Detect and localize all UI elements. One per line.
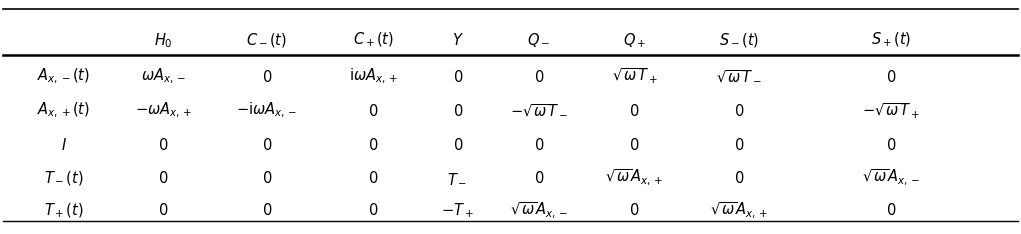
Text: $H_0$: $H_0$ bbox=[154, 31, 173, 50]
Text: $0$: $0$ bbox=[369, 137, 379, 153]
Text: $\sqrt{\omega}A_{x,-}$: $\sqrt{\omega}A_{x,-}$ bbox=[509, 200, 568, 220]
Text: $0$: $0$ bbox=[734, 137, 744, 153]
Text: $-\omega A_{x,+}$: $-\omega A_{x,+}$ bbox=[135, 101, 192, 121]
Text: $0$: $0$ bbox=[734, 170, 744, 186]
Text: $-\sqrt{\omega}T_+$: $-\sqrt{\omega}T_+$ bbox=[863, 101, 920, 121]
Text: $A_{x,-}(t)$: $A_{x,-}(t)$ bbox=[37, 67, 90, 86]
Text: $\omega A_{x,-}$: $\omega A_{x,-}$ bbox=[141, 67, 186, 86]
Text: $0$: $0$ bbox=[534, 137, 544, 153]
Text: $0$: $0$ bbox=[369, 202, 379, 219]
Text: $-\sqrt{\omega}T_-$: $-\sqrt{\omega}T_-$ bbox=[509, 103, 568, 118]
Text: $S_+(t)$: $S_+(t)$ bbox=[871, 31, 912, 49]
Text: $-T_+$: $-T_+$ bbox=[441, 201, 474, 220]
Text: $0$: $0$ bbox=[629, 137, 639, 153]
Text: $C_+(t)$: $C_+(t)$ bbox=[353, 31, 394, 49]
Text: $\sqrt{\omega}A_{x,+}$: $\sqrt{\omega}A_{x,+}$ bbox=[710, 200, 768, 220]
Text: $Q_+$: $Q_+$ bbox=[623, 31, 646, 50]
Text: $T_-$: $T_-$ bbox=[447, 171, 468, 186]
Text: $T_+(t)$: $T_+(t)$ bbox=[44, 201, 84, 220]
Text: $C_-(t)$: $C_-(t)$ bbox=[246, 31, 287, 49]
Text: $0$: $0$ bbox=[629, 202, 639, 219]
Text: $\sqrt{\omega}A_{x,-}$: $\sqrt{\omega}A_{x,-}$ bbox=[863, 168, 920, 188]
Text: $0$: $0$ bbox=[261, 170, 272, 186]
Text: $0$: $0$ bbox=[534, 69, 544, 84]
Text: $0$: $0$ bbox=[534, 170, 544, 186]
Text: $0$: $0$ bbox=[629, 103, 639, 119]
Text: $0$: $0$ bbox=[734, 103, 744, 119]
Text: $0$: $0$ bbox=[369, 170, 379, 186]
Text: $\mathrm{i}\omega A_{x,+}$: $\mathrm{i}\omega A_{x,+}$ bbox=[349, 67, 398, 86]
Text: $Q_-$: $Q_-$ bbox=[528, 32, 550, 49]
Text: $0$: $0$ bbox=[452, 137, 463, 153]
Text: $0$: $0$ bbox=[158, 170, 168, 186]
Text: $\sqrt{\omega}T_+$: $\sqrt{\omega}T_+$ bbox=[612, 67, 658, 86]
Text: $0$: $0$ bbox=[886, 137, 896, 153]
Text: $0$: $0$ bbox=[369, 103, 379, 119]
Text: $I$: $I$ bbox=[60, 137, 66, 153]
Text: $0$: $0$ bbox=[261, 137, 272, 153]
Text: $0$: $0$ bbox=[886, 69, 896, 84]
Text: $0$: $0$ bbox=[261, 202, 272, 219]
Text: $S_-(t)$: $S_-(t)$ bbox=[719, 31, 759, 49]
Text: $-\mathrm{i}\omega A_{x,-}$: $-\mathrm{i}\omega A_{x,-}$ bbox=[236, 101, 297, 121]
Text: $0$: $0$ bbox=[158, 202, 168, 219]
Text: $T_-(t)$: $T_-(t)$ bbox=[44, 169, 84, 187]
Text: $0$: $0$ bbox=[452, 103, 463, 119]
Text: $0$: $0$ bbox=[261, 69, 272, 84]
Text: $0$: $0$ bbox=[158, 137, 168, 153]
Text: $0$: $0$ bbox=[886, 202, 896, 219]
Text: $Y$: $Y$ bbox=[451, 32, 464, 48]
Text: $0$: $0$ bbox=[452, 69, 463, 84]
Text: $\sqrt{\omega}A_{x,+}$: $\sqrt{\omega}A_{x,+}$ bbox=[605, 168, 664, 188]
Text: $A_{x,+}(t)$: $A_{x,+}(t)$ bbox=[37, 101, 90, 121]
Text: $\sqrt{\omega}T_-$: $\sqrt{\omega}T_-$ bbox=[716, 69, 762, 84]
